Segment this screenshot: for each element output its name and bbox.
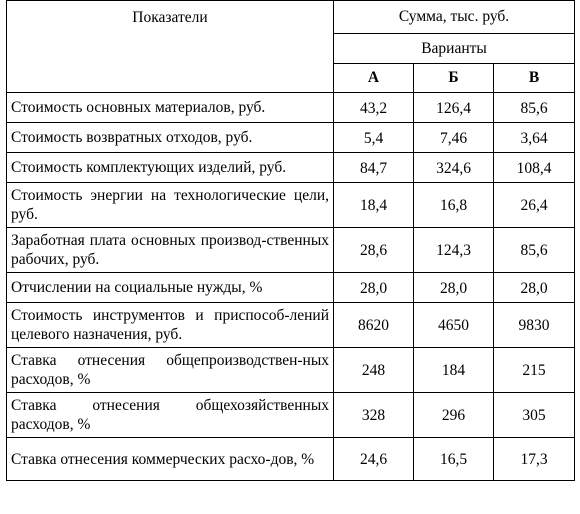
variant-v-header: В xyxy=(492,63,576,93)
row-label: Стоимость комплектующих изделий, руб. xyxy=(6,152,334,183)
row-label: Ставка отнесения общехозяйственных расхо… xyxy=(6,392,334,438)
value-b: 296 xyxy=(413,392,494,438)
row-label: Отчислении на социальные нужды, % xyxy=(6,272,334,303)
table-row: Ставка отнесения коммерческих расхо-дов,… xyxy=(6,437,576,481)
cost-indicators-table: Показатели Сумма, тыс. руб. Варианты А Б… xyxy=(6,0,576,481)
table-row: Заработная плата основных производ-ствен… xyxy=(6,227,576,273)
value-a: 18,4 xyxy=(333,182,414,228)
value-b: 28,0 xyxy=(413,272,494,303)
table-row: Стоимость основных материалов, руб. 43,2… xyxy=(6,92,576,123)
value-v: 3,64 xyxy=(492,122,576,153)
value-v: 85,6 xyxy=(492,92,576,123)
value-a: 28,0 xyxy=(333,272,414,303)
value-v: 215 xyxy=(492,347,576,393)
value-b: 4650 xyxy=(413,302,494,348)
value-b: 124,3 xyxy=(413,227,494,273)
table-row: Стоимость инструментов и приспособ-лений… xyxy=(6,302,576,348)
variant-a-header: А xyxy=(333,63,414,93)
table-row: Ставка отнесения общехозяйственных расхо… xyxy=(6,392,576,438)
value-b: 184 xyxy=(413,347,494,393)
row-label: Ставка отнесения общепроизводствен-ных р… xyxy=(6,347,334,393)
value-v: 9830 xyxy=(492,302,576,348)
value-v: 17,3 xyxy=(492,437,576,481)
value-a: 24,6 xyxy=(333,437,414,481)
table-row: Стоимость энергии на технологические цел… xyxy=(6,182,576,228)
value-a: 8620 xyxy=(333,302,414,348)
value-a: 43,2 xyxy=(333,92,414,123)
table-row: Стоимость возвратных отходов, руб. 5,4 7… xyxy=(6,122,576,153)
row-label: Стоимость инструментов и приспособ-лений… xyxy=(6,302,334,348)
value-a: 5,4 xyxy=(333,122,414,153)
header-variants: Варианты xyxy=(332,33,576,64)
table-row: Ставка отнесения общепроизводствен-ных р… xyxy=(6,347,576,393)
header-indicators: Показатели xyxy=(6,0,334,93)
value-b: 324,6 xyxy=(413,152,494,183)
value-v: 28,0 xyxy=(492,272,576,303)
value-a: 248 xyxy=(333,347,414,393)
value-v: 305 xyxy=(492,392,576,438)
row-label: Стоимость энергии на технологические цел… xyxy=(6,182,334,228)
value-v: 26,4 xyxy=(492,182,576,228)
variant-b-header: Б xyxy=(413,63,494,93)
value-a: 84,7 xyxy=(333,152,414,183)
value-v: 108,4 xyxy=(492,152,576,183)
value-a: 28,6 xyxy=(333,227,414,273)
value-b: 7,46 xyxy=(413,122,494,153)
header-row-1: Показатели Сумма, тыс. руб. xyxy=(6,0,576,93)
row-label: Стоимость возвратных отходов, руб. xyxy=(6,122,334,153)
row-label: Заработная плата основных производ-ствен… xyxy=(6,227,334,273)
value-b: 16,5 xyxy=(413,437,494,481)
header-row-2: Варианты xyxy=(7,33,576,64)
value-a: 328 xyxy=(333,392,414,438)
header-sum: Сумма, тыс. руб. xyxy=(332,0,576,34)
row-label: Ставка отнесения коммерческих расхо-дов,… xyxy=(6,437,334,481)
table-row: Стоимость комплектующих изделий, руб. 84… xyxy=(6,152,576,183)
row-label: Стоимость основных материалов, руб. xyxy=(6,92,334,123)
value-b: 16,8 xyxy=(413,182,494,228)
value-v: 85,6 xyxy=(492,227,576,273)
value-b: 126,4 xyxy=(413,92,494,123)
table-row: Отчислении на социальные нужды, % 28,0 2… xyxy=(6,272,576,303)
header-row-3: А Б В xyxy=(7,63,576,93)
